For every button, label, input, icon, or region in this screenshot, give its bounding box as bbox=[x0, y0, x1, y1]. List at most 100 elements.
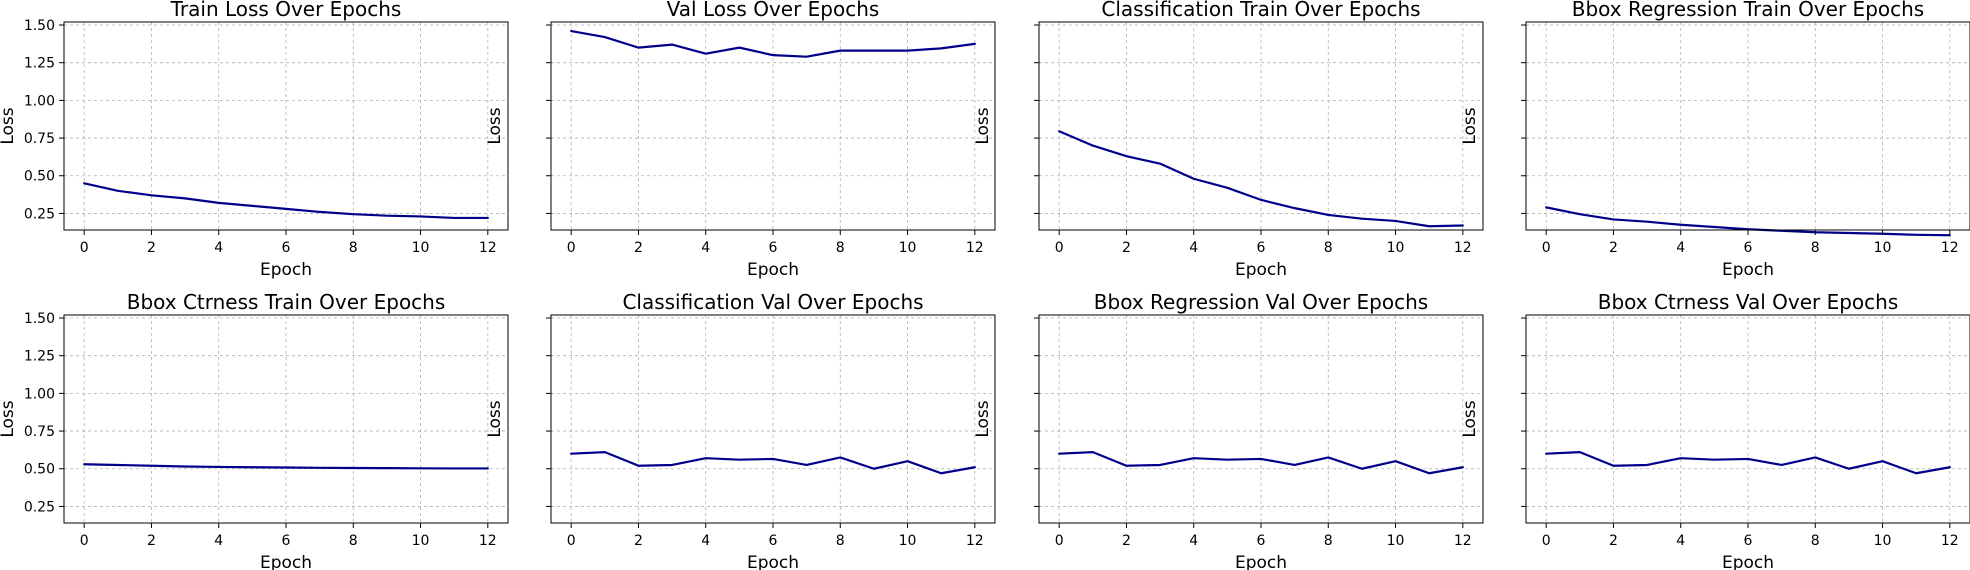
x-tick-label: 12 bbox=[1941, 240, 1959, 256]
x-tick-label: 8 bbox=[349, 240, 358, 256]
x-tick-label: 0 bbox=[567, 240, 576, 256]
x-tick-label: 0 bbox=[1542, 240, 1551, 256]
subplot-5: 0 2 4 6 8 10 12 0.25 0.50 0.75 1.00 1.25 1.50 Bbox Ct… bbox=[0, 290, 509, 570]
subplot-title: Bbox Regression Train Over Epochs bbox=[1572, 0, 1924, 21]
x-tick-label: 10 bbox=[412, 240, 430, 256]
x-tick-label: 4 bbox=[1676, 240, 1685, 256]
x-tick-label: 12 bbox=[479, 533, 497, 549]
subplot-title: Bbox Ctrness Train Over Epochs bbox=[127, 290, 446, 314]
y-tick-label: 0.75 bbox=[24, 424, 55, 440]
x-tick-label: 0 bbox=[80, 240, 89, 256]
x-tick-label: 10 bbox=[412, 533, 430, 549]
x-tick-label: 8 bbox=[836, 240, 845, 256]
x-tick-label: 0 bbox=[1055, 533, 1064, 549]
y-tick-label: 0.50 bbox=[24, 462, 55, 478]
loss-series-line bbox=[570, 451, 976, 475]
x-tick-label: 4 bbox=[1676, 533, 1685, 549]
y-axis-label: Loss bbox=[973, 107, 993, 144]
x-tick-label: 0 bbox=[1542, 533, 1551, 549]
y-axis-label: Loss bbox=[485, 107, 505, 144]
x-tick-label: 4 bbox=[214, 240, 223, 256]
x-tick-label: 12 bbox=[479, 240, 497, 256]
x-tick-label: 12 bbox=[966, 533, 984, 549]
x-tick-label: 6 bbox=[282, 533, 291, 549]
x-axis-label: Epoch bbox=[1235, 260, 1287, 280]
x-tick-label: 4 bbox=[701, 240, 710, 256]
x-tick-label: 12 bbox=[1454, 533, 1472, 549]
y-tick-label: 0.75 bbox=[24, 131, 55, 147]
x-tick-label: 6 bbox=[1744, 533, 1753, 549]
subplot-3: 0 2 4 6 8 10 12 Classification Train Over Epoch… bbox=[973, 0, 1484, 280]
y-tick-label: 1.25 bbox=[24, 349, 55, 365]
x-axis-label: Epoch bbox=[1722, 260, 1774, 280]
x-tick-label: 10 bbox=[899, 240, 917, 256]
x-tick-label: 12 bbox=[1941, 533, 1959, 549]
x-axis-label: Epoch bbox=[1722, 553, 1774, 570]
y-tick-label: 1.00 bbox=[24, 386, 55, 402]
x-tick-label: 6 bbox=[1257, 240, 1266, 256]
subplot-4: 0 2 4 6 8 10 12 Bbox Regression Train Over Epoc… bbox=[1460, 0, 1970, 280]
subplot-title: Bbox Regression Val Over Epochs bbox=[1094, 290, 1428, 314]
x-tick-label: 10 bbox=[899, 533, 917, 549]
loss-series-line bbox=[1545, 451, 1951, 475]
x-tick-label: 6 bbox=[1744, 240, 1753, 256]
subplot-title: Val Loss Over Epochs bbox=[667, 0, 880, 21]
x-tick-label: 10 bbox=[1387, 533, 1405, 549]
subplot-title: Classification Val Over Epochs bbox=[622, 290, 923, 314]
x-tick-label: 10 bbox=[1874, 240, 1892, 256]
y-tick-label: 1.25 bbox=[24, 56, 55, 72]
subplot-title: Bbox Ctrness Val Over Epochs bbox=[1598, 290, 1899, 314]
y-tick-label: 0.25 bbox=[24, 499, 55, 515]
subplot-1: 0 2 4 6 8 10 12 0.25 0.50 0.75 1.00 1.25 1.50 Train L… bbox=[0, 0, 509, 280]
subplot-title: Classification Train Over Epochs bbox=[1101, 0, 1420, 21]
x-axis-label: Epoch bbox=[1235, 553, 1287, 570]
x-tick-label: 8 bbox=[1811, 240, 1820, 256]
x-tick-label: 6 bbox=[282, 240, 291, 256]
x-tick-label: 0 bbox=[80, 533, 89, 549]
subplot-6: 0 2 4 6 8 10 12 Classification Val Over Epochs E… bbox=[485, 290, 996, 570]
x-tick-label: 12 bbox=[1454, 240, 1472, 256]
subplot-7: 0 2 4 6 8 10 12 Bbox Regression Val Over Epochs… bbox=[973, 290, 1484, 570]
x-tick-label: 8 bbox=[1324, 533, 1333, 549]
x-tick-label: 2 bbox=[147, 533, 156, 549]
x-tick-label: 8 bbox=[349, 533, 358, 549]
x-axis-label: Epoch bbox=[747, 260, 799, 280]
x-tick-label: 2 bbox=[634, 240, 643, 256]
x-tick-label: 2 bbox=[147, 240, 156, 256]
x-tick-label: 4 bbox=[1189, 533, 1198, 549]
x-tick-label: 0 bbox=[1055, 240, 1064, 256]
x-tick-label: 2 bbox=[634, 533, 643, 549]
y-axis-label: Loss bbox=[0, 107, 18, 144]
x-tick-label: 2 bbox=[1609, 533, 1618, 549]
x-tick-label: 10 bbox=[1874, 533, 1892, 549]
x-tick-label: 2 bbox=[1609, 240, 1618, 256]
y-tick-label: 1.50 bbox=[24, 18, 55, 34]
y-axis-label: Loss bbox=[1460, 107, 1480, 144]
loss-series-line bbox=[1058, 451, 1464, 475]
x-tick-label: 4 bbox=[701, 533, 710, 549]
subplot-2: 0 2 4 6 8 10 12 Val Loss Over Epochs Epoch Loss bbox=[485, 0, 996, 280]
subplot-title: Train Loss Over Epochs bbox=[170, 0, 402, 21]
y-tick-label: 1.00 bbox=[24, 93, 55, 109]
x-tick-label: 8 bbox=[1324, 240, 1333, 256]
subplot-8: 0 2 4 6 8 10 12 Bbox Ctrness Val Over Epochs Epo… bbox=[1460, 290, 1970, 570]
loss-series-line bbox=[83, 182, 489, 220]
y-tick-label: 1.50 bbox=[24, 311, 55, 327]
y-axis-label: Loss bbox=[485, 400, 505, 437]
x-tick-label: 8 bbox=[1811, 533, 1820, 549]
y-axis-label: Loss bbox=[1460, 400, 1480, 437]
x-tick-label: 10 bbox=[1387, 240, 1405, 256]
y-axis-label: Loss bbox=[973, 400, 993, 437]
x-tick-label: 6 bbox=[769, 240, 778, 256]
loss-series-line bbox=[83, 463, 489, 470]
y-axis-label: Loss bbox=[0, 400, 18, 437]
x-tick-label: 4 bbox=[1189, 240, 1198, 256]
x-tick-label: 6 bbox=[769, 533, 778, 549]
x-tick-label: 6 bbox=[1257, 533, 1266, 549]
x-tick-label: 2 bbox=[1122, 533, 1131, 549]
x-tick-label: 0 bbox=[567, 533, 576, 549]
loss-series-line bbox=[1058, 130, 1464, 228]
x-axis-label: Epoch bbox=[260, 260, 312, 280]
